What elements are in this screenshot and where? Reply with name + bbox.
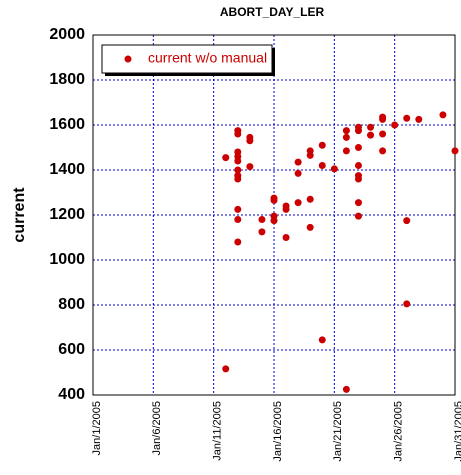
point [282, 234, 290, 241]
y-tick-label: 800 [58, 296, 85, 313]
point [306, 151, 314, 159]
point [306, 195, 314, 203]
point [379, 115, 387, 123]
legend-label: current w/o manual [148, 50, 267, 66]
point [403, 300, 411, 308]
point [258, 228, 266, 236]
point [367, 123, 375, 131]
point [354, 144, 362, 151]
point [270, 217, 278, 225]
point [306, 223, 314, 231]
x-tick-label: Jan/21/2005 [332, 401, 344, 462]
point [403, 217, 411, 225]
x-tick-label: Jan/1/2005 [91, 401, 103, 455]
point [354, 175, 362, 183]
point [246, 163, 254, 171]
point [354, 127, 362, 135]
point [354, 162, 362, 169]
point [439, 111, 447, 119]
y-tick-label: 1200 [49, 206, 85, 223]
point [234, 175, 242, 183]
x-tick-label: Jan/26/2005 [393, 401, 405, 462]
point [258, 216, 266, 223]
point [246, 137, 254, 145]
point [234, 216, 242, 223]
point [222, 154, 230, 162]
point [342, 385, 350, 393]
point [234, 157, 242, 165]
point [318, 141, 326, 149]
point [282, 205, 290, 213]
point [234, 205, 242, 213]
point [379, 130, 387, 138]
point [294, 169, 302, 177]
point [342, 133, 350, 141]
y-tick-label: 1600 [49, 116, 85, 133]
y-axis-label: current [11, 187, 28, 243]
point [415, 115, 423, 123]
point [330, 165, 338, 173]
x-tick-label: Jan/11/2005 [212, 401, 224, 461]
point [354, 212, 362, 220]
y-tick-label: 2000 [49, 26, 85, 43]
point [451, 147, 459, 155]
point [234, 238, 242, 246]
point [294, 158, 302, 166]
point [234, 130, 242, 138]
legend-marker [124, 55, 132, 63]
point [342, 147, 350, 155]
chart-title: ABORT_DAY_LER [220, 5, 325, 19]
x-tick-label: Jan/31/2005 [453, 401, 461, 462]
point [294, 199, 302, 207]
point [391, 121, 399, 129]
y-tick-label: 400 [58, 386, 85, 403]
x-tick-label: Jan/16/2005 [272, 401, 284, 462]
point [318, 336, 326, 344]
point [234, 166, 242, 174]
y-tick-label: 1000 [49, 251, 85, 268]
x-tick-label: Jan/6/2005 [151, 401, 163, 455]
point [379, 147, 387, 155]
point [367, 131, 375, 139]
point [354, 199, 362, 207]
point [403, 114, 411, 122]
point [270, 196, 278, 204]
y-tick-label: 1800 [49, 71, 85, 88]
point [318, 162, 326, 169]
point [222, 365, 230, 373]
y-tick-label: 600 [58, 341, 85, 358]
point [342, 127, 350, 135]
y-tick-label: 1400 [49, 161, 85, 178]
plot-border [92, 34, 456, 396]
